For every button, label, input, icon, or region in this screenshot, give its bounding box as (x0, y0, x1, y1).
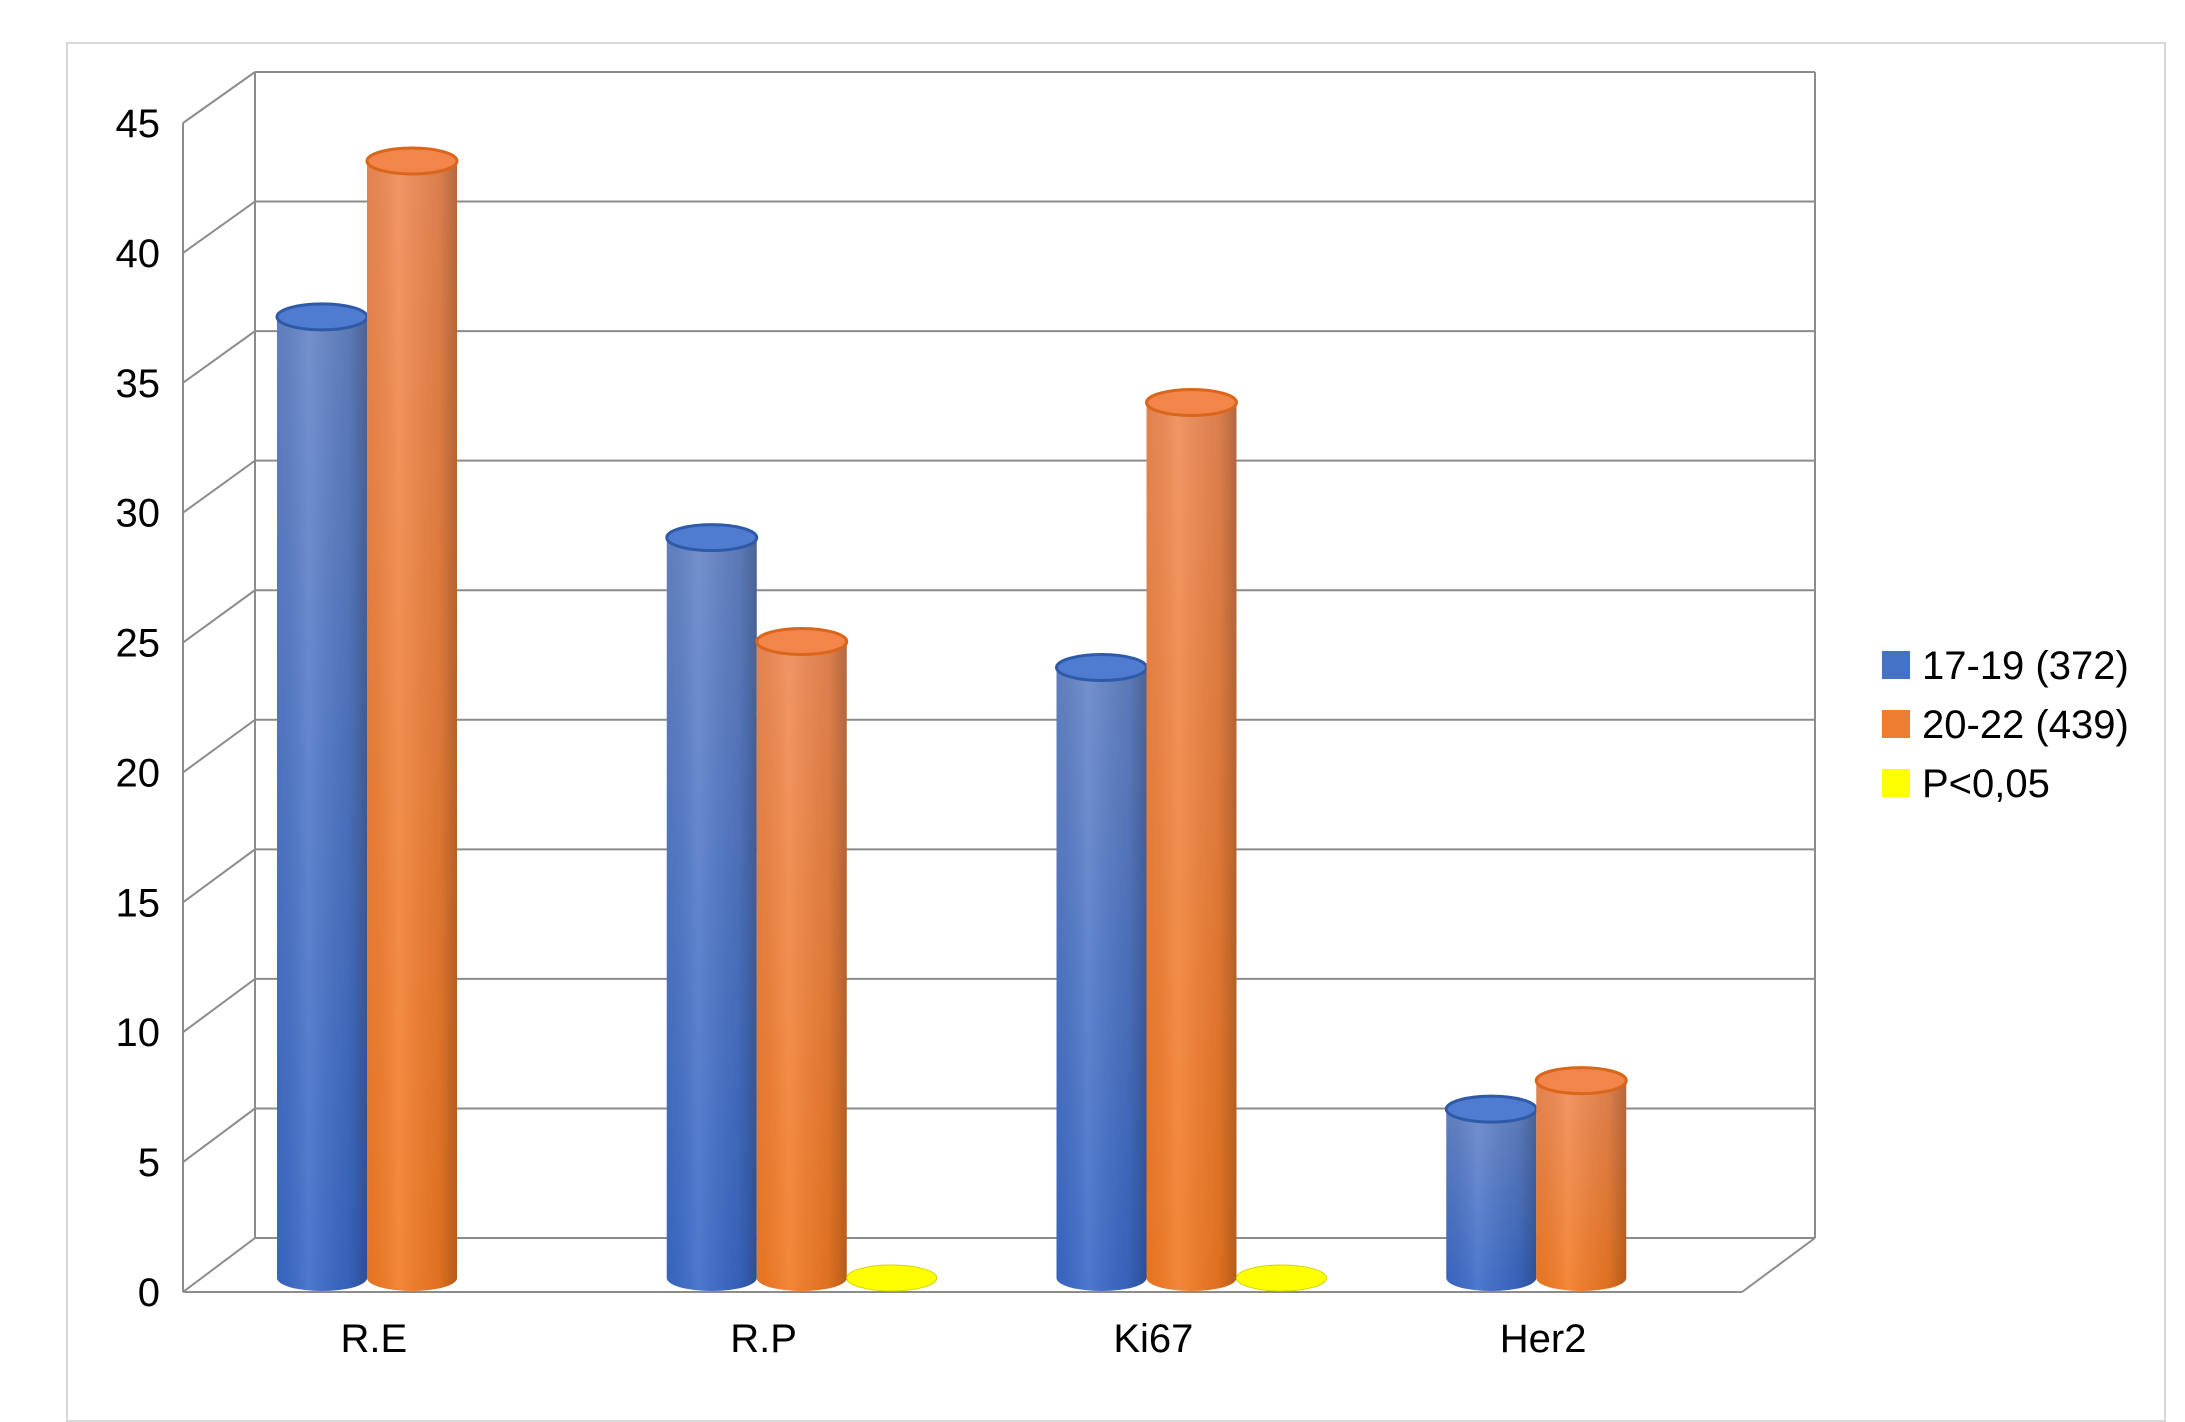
axis-labels: 0 5 10 15 20 25 30 35 40 45 R.E R.P Ki67 Her2 (116, 102, 1587, 1361)
gridline-side (182, 718, 256, 774)
gridline-side (182, 978, 256, 1034)
y-tick-label: 5 (138, 1141, 160, 1185)
bar-top (665, 523, 759, 553)
bar-top (365, 146, 459, 176)
bar-shading (277, 316, 367, 1291)
legend-label: P<0,05 (1922, 762, 2050, 806)
x-tick-label: Ki67 (1113, 1317, 1193, 1361)
y-tick-label: 40 (116, 232, 161, 276)
x-tick-label: Her2 (1500, 1317, 1587, 1361)
bar-top (1444, 1094, 1538, 1124)
bar-top (275, 302, 369, 332)
x-tick-label: R.P (730, 1317, 797, 1361)
y-tick-label: 15 (116, 881, 161, 925)
gridline-side (182, 459, 256, 514)
y-tick-label: 25 (116, 622, 161, 666)
legend-swatch (1882, 769, 1910, 797)
gridline-side (182, 200, 256, 254)
gridline-side (182, 1237, 256, 1293)
bar-shading (1056, 667, 1147, 1291)
bar-top (755, 627, 849, 657)
bar-shading (1536, 1080, 1627, 1291)
legend-label: 17-19 (372) (1922, 644, 2129, 688)
bar-top (1534, 1066, 1628, 1096)
bar-shading (666, 537, 757, 1291)
bar-marker (1236, 1264, 1327, 1292)
legend-swatch (1882, 651, 1910, 679)
gridline-side (182, 1107, 256, 1163)
x-tick-label: R.E (341, 1317, 408, 1361)
legend: 17-19 (372) 20-22 (439) P<0,05 (1882, 644, 2129, 806)
axes (182, 72, 1816, 1293)
y-tick-label: 30 (116, 492, 161, 536)
bar-shading (756, 641, 847, 1291)
y-tick-label: 45 (116, 102, 161, 146)
bar-top (1055, 653, 1148, 683)
floor-right-edge (1741, 1237, 1816, 1293)
y-tick-label: 35 (116, 362, 161, 406)
bar-top (1145, 388, 1238, 418)
gridline-side (182, 589, 256, 644)
bar-shading (1446, 1109, 1537, 1291)
gridline-side (182, 330, 256, 384)
y-tick-label: 0 (138, 1271, 160, 1315)
y-tick-label: 20 (116, 751, 161, 795)
gridline-side (182, 71, 256, 124)
bar-marker (846, 1264, 938, 1292)
legend-label: 20-22 (439) (1922, 703, 2129, 747)
bar-shading (1146, 402, 1237, 1291)
y-tick-label: 10 (116, 1011, 161, 1055)
gridline-side (182, 848, 256, 904)
bars (275, 146, 1628, 1292)
bar-shading (367, 160, 457, 1291)
legend-swatch (1882, 710, 1910, 738)
